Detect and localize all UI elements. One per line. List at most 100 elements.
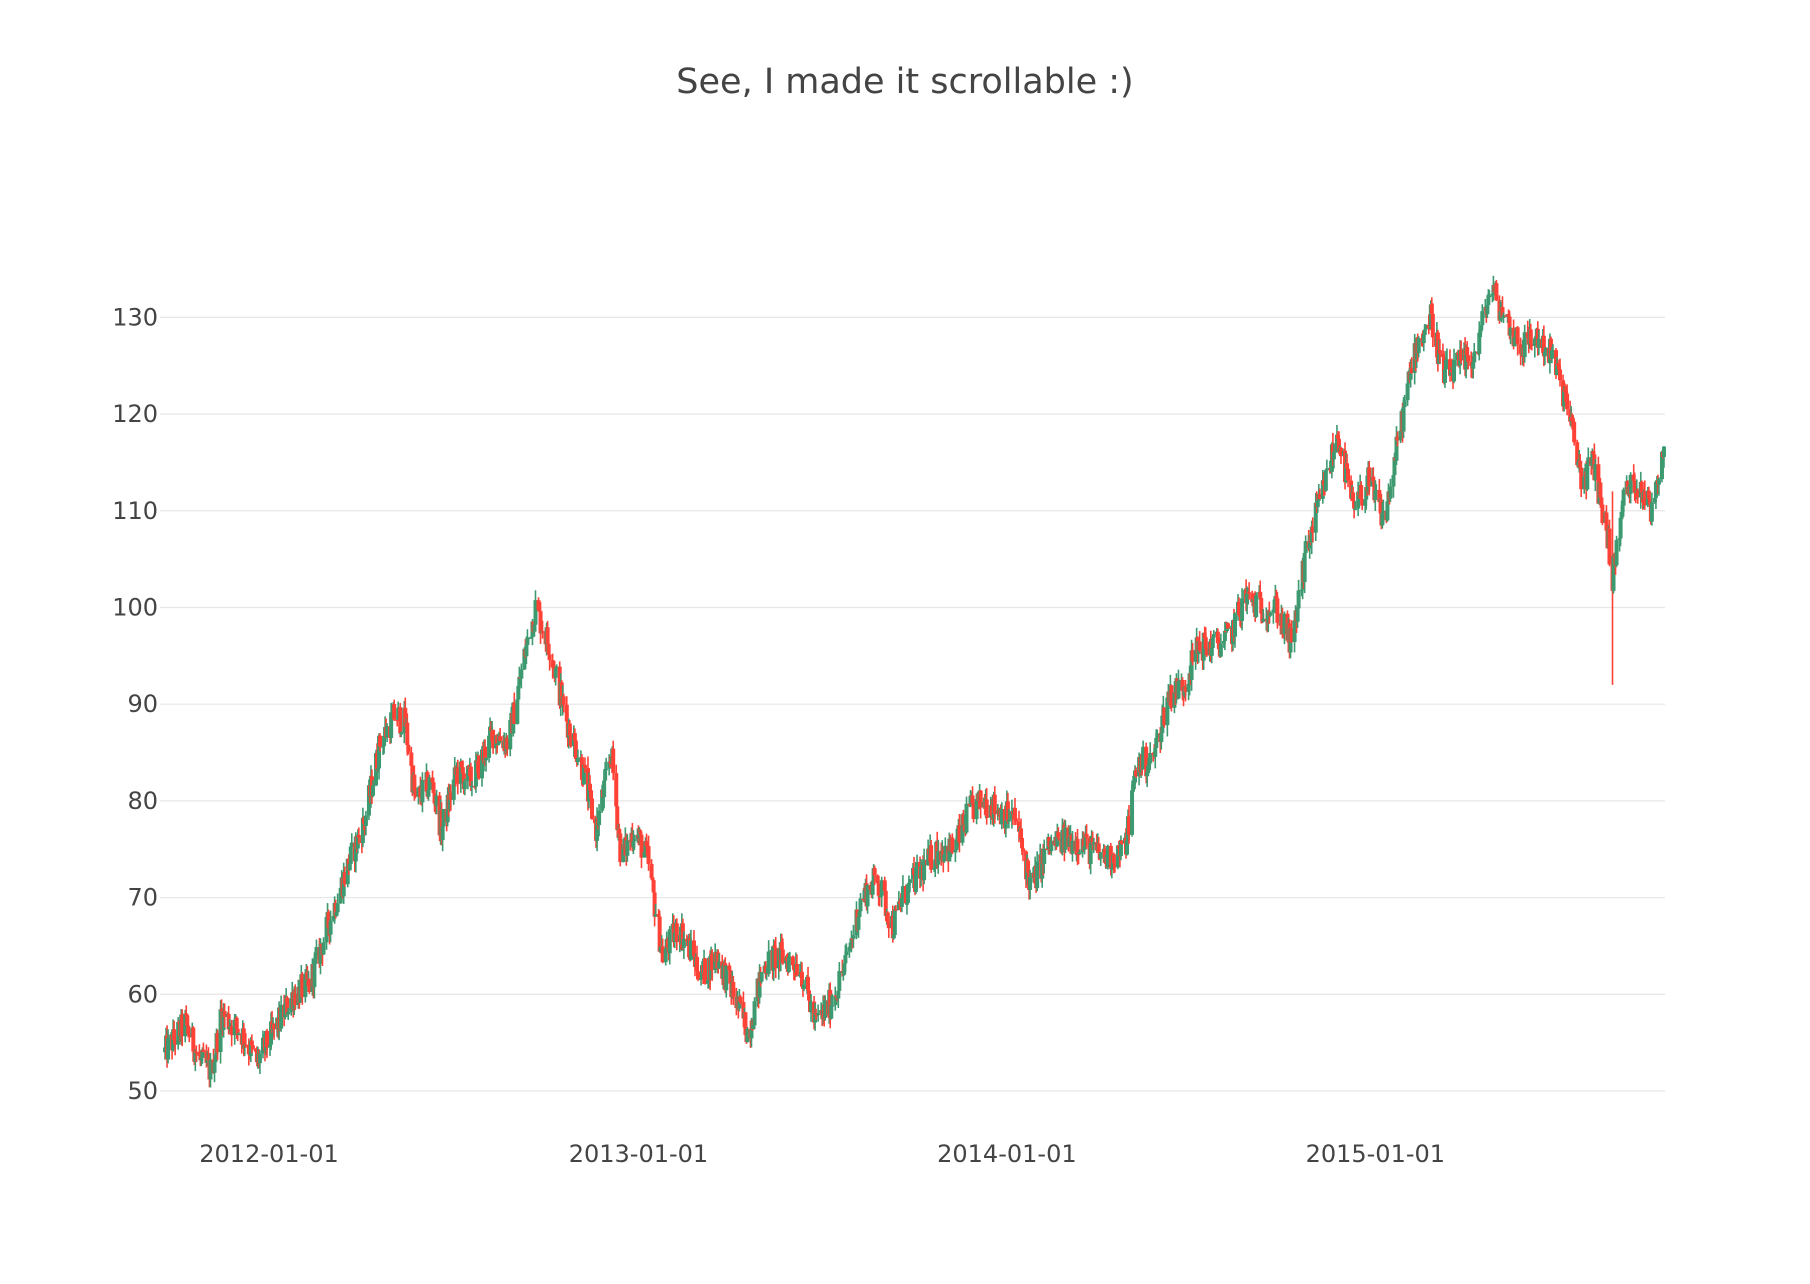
candle-body[interactable]	[505, 738, 510, 750]
candle-body[interactable]	[1012, 807, 1017, 819]
candle-body[interactable]	[593, 818, 598, 824]
candle-body[interactable]	[1459, 349, 1464, 361]
candle-body[interactable]	[1448, 359, 1452, 376]
candle-body[interactable]	[611, 748, 616, 774]
candle-body[interactable]	[406, 744, 411, 753]
candle-body[interactable]	[1016, 821, 1021, 832]
candle-body[interactable]	[1323, 470, 1328, 491]
candle-body[interactable]	[483, 746, 488, 761]
candle-body[interactable]	[861, 898, 866, 901]
candle-body[interactable]	[1351, 492, 1356, 502]
candle-body[interactable]	[545, 627, 550, 644]
candle-body[interactable]	[395, 719, 400, 722]
candle-body[interactable]	[1656, 479, 1661, 485]
candle-body[interactable]	[469, 785, 474, 788]
candle-body[interactable]	[1518, 344, 1523, 354]
candle-body[interactable]	[992, 794, 997, 814]
candle-body[interactable]	[1401, 407, 1406, 432]
candle-body[interactable]	[771, 945, 776, 971]
candle-body[interactable]	[1133, 770, 1138, 783]
candle-body[interactable]	[515, 699, 520, 724]
candle-body[interactable]	[546, 643, 551, 655]
candle-body[interactable]	[1653, 481, 1658, 499]
candle-body[interactable]	[382, 735, 387, 747]
candle-body[interactable]	[879, 880, 884, 896]
candle-body[interactable]	[1299, 589, 1304, 592]
candle-body[interactable]	[194, 1051, 199, 1054]
candle-body[interactable]	[1543, 347, 1548, 352]
candle-body[interactable]	[681, 938, 686, 948]
candle-body[interactable]	[933, 861, 938, 868]
candle-body[interactable]	[1647, 498, 1652, 505]
candle-body[interactable]	[567, 723, 572, 736]
candle-body[interactable]	[1260, 613, 1265, 622]
candle-body[interactable]	[1310, 526, 1315, 533]
candle-body[interactable]	[1003, 820, 1008, 829]
candle-body[interactable]	[696, 971, 701, 980]
candle-body[interactable]	[300, 974, 305, 998]
candle-body[interactable]	[1440, 353, 1445, 358]
candle-body[interactable]	[1391, 475, 1396, 487]
candle-body[interactable]	[243, 1044, 248, 1047]
candle-body[interactable]	[950, 837, 955, 853]
candle-body[interactable]	[1002, 809, 1007, 829]
candle-body[interactable]	[236, 1033, 241, 1035]
candle-body[interactable]	[1532, 338, 1537, 346]
candle-body[interactable]	[1392, 457, 1397, 476]
candle-body[interactable]	[1019, 828, 1024, 838]
candle-body[interactable]	[1131, 784, 1136, 791]
candle-body[interactable]	[1335, 434, 1340, 439]
candle-body[interactable]	[241, 1028, 246, 1046]
candle-body[interactable]	[964, 803, 969, 833]
candle-body[interactable]	[525, 637, 530, 645]
candle-body[interactable]	[1549, 350, 1554, 359]
candle-body[interactable]	[1579, 467, 1584, 490]
candle-body[interactable]	[1315, 500, 1320, 508]
candle-body[interactable]	[540, 631, 545, 634]
candle-body[interactable]	[1254, 595, 1259, 617]
candle-body[interactable]	[246, 1045, 251, 1055]
candle-body[interactable]	[1118, 841, 1123, 857]
candle-body[interactable]	[204, 1052, 209, 1063]
candle-body[interactable]	[547, 654, 552, 661]
candle-body[interactable]	[784, 957, 789, 961]
candle-body[interactable]	[892, 909, 897, 935]
candle-body[interactable]	[1480, 311, 1485, 326]
candle-body[interactable]	[1409, 368, 1414, 373]
candle-body[interactable]	[1599, 497, 1604, 505]
candle-body[interactable]	[1259, 598, 1264, 614]
candle-body[interactable]	[862, 890, 867, 899]
candle-body[interactable]	[248, 1040, 253, 1057]
candle-body[interactable]	[1617, 538, 1622, 541]
candle-body[interactable]	[333, 902, 338, 916]
candle-body[interactable]	[967, 803, 972, 806]
candle-body[interactable]	[1303, 541, 1308, 554]
candle-body[interactable]	[790, 956, 795, 966]
candle-body[interactable]	[1611, 555, 1616, 591]
candle-body[interactable]	[328, 920, 333, 935]
candle-body[interactable]	[684, 938, 689, 941]
candle-body[interactable]	[1225, 623, 1230, 629]
candle-body[interactable]	[1421, 334, 1426, 344]
candle-body[interactable]	[183, 1013, 188, 1037]
candle-body[interactable]	[1385, 501, 1390, 521]
candle-body[interactable]	[553, 668, 558, 678]
candle-body[interactable]	[814, 1013, 819, 1015]
candle-body[interactable]	[589, 790, 594, 799]
candle-body[interactable]	[1105, 845, 1110, 868]
candle-body[interactable]	[451, 779, 456, 800]
candle-body[interactable]	[1153, 748, 1158, 757]
candle-body[interactable]	[786, 957, 791, 972]
candle-body[interactable]	[1338, 447, 1343, 457]
candle-body[interactable]	[1272, 607, 1277, 610]
candle-body[interactable]	[1320, 480, 1325, 499]
candle-body[interactable]	[1176, 681, 1181, 699]
candle-body[interactable]	[1247, 592, 1252, 594]
candle-body[interactable]	[1568, 409, 1573, 422]
candle-body[interactable]	[1649, 502, 1654, 522]
candle-body[interactable]	[468, 766, 473, 787]
candle-body[interactable]	[799, 971, 804, 987]
candle-body[interactable]	[184, 1013, 189, 1016]
candle-body[interactable]	[536, 600, 541, 611]
candle-body[interactable]	[904, 902, 909, 905]
